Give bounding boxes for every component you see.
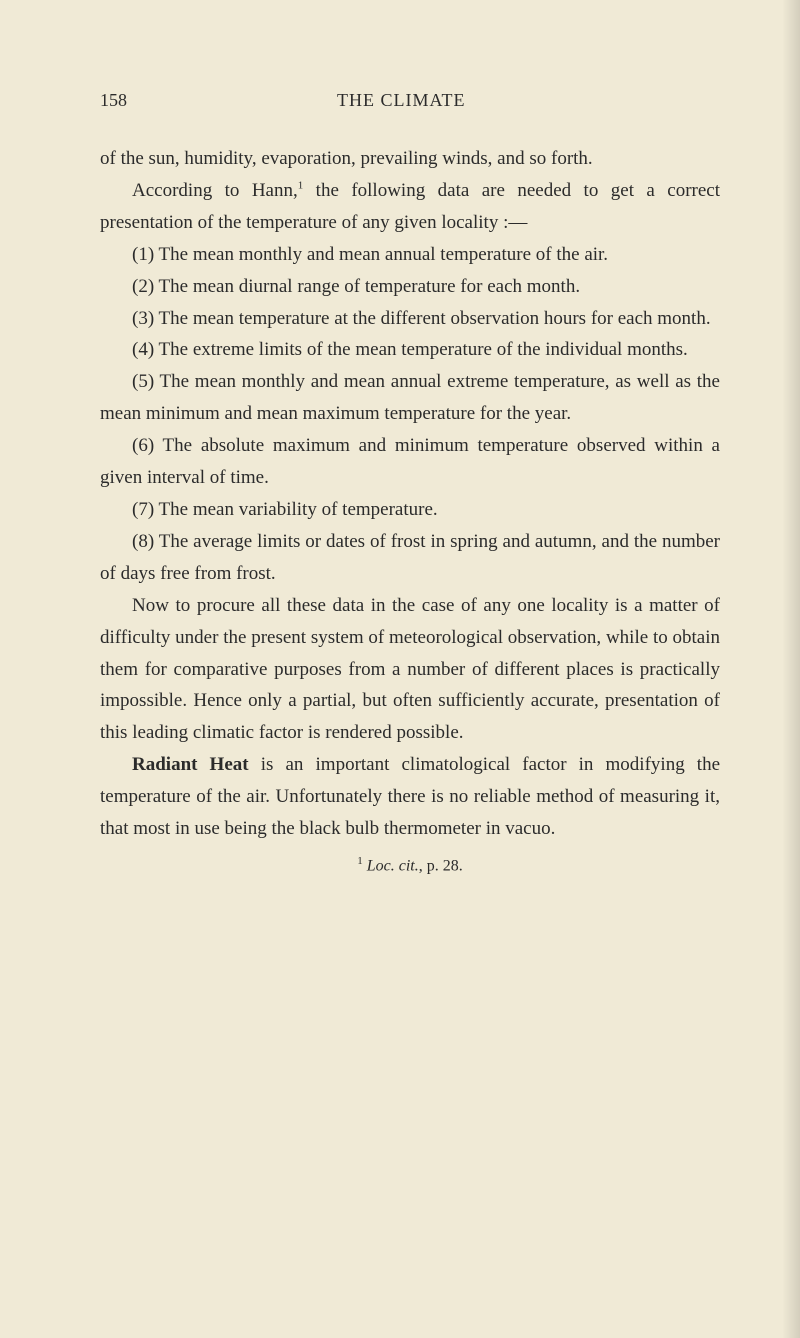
page-shadow	[782, 0, 800, 1338]
chapter-title: THE CLIMATE	[337, 90, 465, 111]
paragraph-2: According to Hann,1 the following data a…	[100, 175, 720, 239]
paragraph-5: (3) The mean temperature at the differen…	[100, 303, 720, 335]
body-text: of the sun, humidity, evaporation, preva…	[100, 143, 720, 845]
bold-term-radiant-heat: Radiant Heat	[132, 754, 249, 775]
paragraph-1: of the sun, humidity, evaporation, preva…	[100, 143, 720, 175]
footnote-italic: Loc. cit.	[367, 857, 419, 874]
header-spacer	[715, 90, 720, 111]
footnote-marker: 1	[357, 855, 363, 867]
paragraph-9: (7) The mean variability of temperature.	[100, 494, 720, 526]
paragraph-12: Radiant Heat is an important climatologi…	[100, 749, 720, 845]
page-number: 158	[100, 90, 127, 111]
p2-text-a: According to Hann,	[132, 180, 298, 201]
paragraph-8: (6) The absolute maximum and minimum tem…	[100, 430, 720, 494]
paragraph-6: (4) The extreme limits of the mean tempe…	[100, 334, 720, 366]
footnote-rest: , p. 28.	[419, 857, 463, 874]
paragraph-7: (5) The mean monthly and mean annual ext…	[100, 366, 720, 430]
footnote: 1 Loc. cit., p. 28.	[100, 855, 720, 875]
paragraph-11: Now to procure all these data in the cas…	[100, 590, 720, 750]
paragraph-10: (8) The average limits or dates of frost…	[100, 526, 720, 590]
paragraph-3: (1) The mean monthly and mean annual tem…	[100, 239, 720, 271]
paragraph-4: (2) The mean diurnal range of temperatur…	[100, 271, 720, 303]
page-header: 158 THE CLIMATE	[100, 90, 720, 111]
